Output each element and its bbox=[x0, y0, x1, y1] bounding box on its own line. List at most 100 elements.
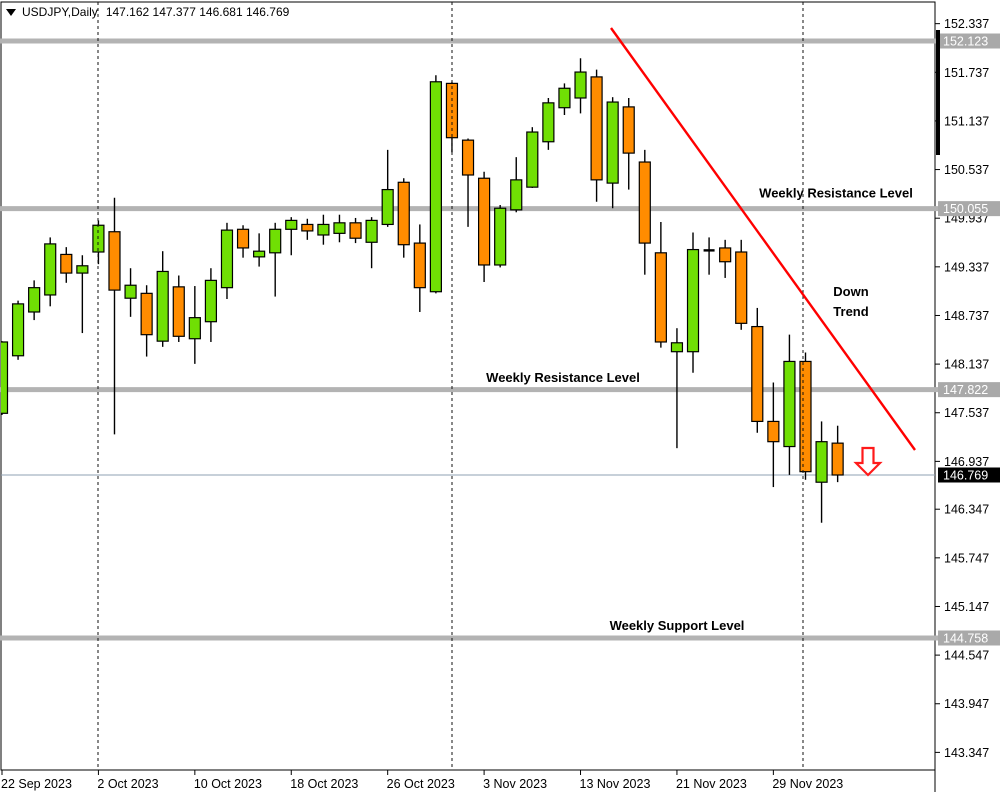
candle-body bbox=[751, 325, 764, 423]
price-tick-label-9: 146.937 bbox=[944, 455, 989, 469]
candle-24-oct bbox=[349, 217, 362, 244]
price-badge-text: 150.055 bbox=[943, 202, 988, 216]
candle-body bbox=[397, 181, 410, 246]
candle-body bbox=[799, 360, 812, 473]
candle-9-nov bbox=[542, 97, 555, 150]
candle-body bbox=[510, 179, 523, 211]
trend-line[interactable] bbox=[610, 27, 916, 451]
price-badge-bg bbox=[938, 467, 1000, 483]
candle-body bbox=[269, 228, 282, 254]
candle-10-oct bbox=[188, 286, 201, 364]
price-tick-label-12: 145.147 bbox=[944, 600, 989, 614]
date-label-8: 29 Nov 2023 bbox=[772, 777, 843, 791]
candle-body bbox=[413, 242, 426, 289]
candle-25-oct bbox=[365, 217, 378, 269]
candle-body bbox=[574, 71, 587, 99]
candle-30-oct bbox=[413, 224, 426, 312]
chart-title-bar: USDJPY,Daily 147.162 147.377 146.681 146… bbox=[6, 5, 289, 19]
candle-body bbox=[494, 207, 507, 266]
candle-body bbox=[317, 223, 330, 236]
candle-5-oct bbox=[140, 285, 153, 357]
candle-18-oct bbox=[285, 217, 298, 256]
date-label-1: 2 Oct 2023 bbox=[97, 777, 158, 791]
candle-2-nov bbox=[461, 138, 475, 227]
candle-27-oct bbox=[397, 178, 410, 258]
candle-body bbox=[365, 219, 378, 243]
candle-28-nov bbox=[751, 307, 764, 433]
candle-body bbox=[606, 101, 619, 184]
candle-body bbox=[11, 303, 25, 357]
candle-9-oct bbox=[172, 275, 185, 342]
date-label-3: 18 Oct 2023 bbox=[290, 777, 358, 791]
candle-10-nov bbox=[558, 83, 571, 116]
candle-12-oct bbox=[220, 222, 234, 300]
price-badge-bg bbox=[938, 630, 1000, 646]
price-tick-label-1: 151.737 bbox=[944, 66, 989, 80]
candle-20-oct bbox=[317, 214, 330, 245]
candle-22-nov bbox=[686, 232, 700, 373]
price-tick-label-3: 150.537 bbox=[944, 163, 989, 177]
candle-4-oct bbox=[124, 268, 137, 317]
candle-6-oct bbox=[156, 251, 169, 347]
down-arrow-icon[interactable] bbox=[853, 446, 883, 477]
candle-body bbox=[542, 102, 555, 143]
candle-24-nov bbox=[719, 239, 732, 278]
candle-body bbox=[622, 106, 635, 154]
price-tick-label-7: 148.137 bbox=[944, 358, 989, 372]
candle-20-nov bbox=[654, 222, 667, 348]
candle-13-oct bbox=[236, 225, 250, 258]
candle-body bbox=[735, 251, 748, 324]
candle-8-nov bbox=[526, 127, 539, 188]
candle-body bbox=[156, 270, 169, 342]
price-badge-bg bbox=[938, 201, 1000, 217]
candle-body bbox=[301, 223, 314, 232]
candle-16-oct bbox=[253, 233, 266, 267]
candle-6-nov bbox=[494, 204, 507, 268]
price-badge-152-123: 152.123 bbox=[938, 33, 1000, 49]
candle-14-nov bbox=[590, 69, 603, 202]
weekly-resistance-label-upper[interactable]: Weekly Resistance Level bbox=[759, 186, 913, 201]
chart-symbol-period: USDJPY,Daily bbox=[22, 5, 98, 19]
candles-layer bbox=[1, 58, 844, 523]
candle-body bbox=[526, 131, 539, 188]
candle-body bbox=[44, 243, 57, 296]
price-tick-label-0: 152.337 bbox=[944, 17, 989, 31]
date-label-7: 21 Nov 2023 bbox=[676, 777, 747, 791]
candle-29-sep bbox=[76, 255, 89, 334]
weekly-resistance-label-mid[interactable]: Weekly Resistance Level bbox=[486, 370, 640, 385]
candle-body bbox=[815, 441, 828, 483]
price-tick-label-10: 146.347 bbox=[944, 503, 989, 517]
candle-body bbox=[108, 231, 121, 291]
candle-body bbox=[670, 342, 684, 353]
candle-19-oct bbox=[301, 218, 314, 240]
symbol-dropdown-icon[interactable] bbox=[6, 8, 16, 16]
candle-25-sep bbox=[11, 300, 25, 360]
candle-27-nov bbox=[735, 239, 748, 330]
price-badge-150-055: 150.055 bbox=[938, 201, 1000, 217]
price-badge-144-758: 144.758 bbox=[938, 630, 1000, 646]
down-trend-label-line2[interactable]: Trend bbox=[833, 304, 868, 319]
candle-body bbox=[590, 76, 603, 181]
candle-28-sep bbox=[60, 247, 73, 283]
weekly-support-label[interactable]: Weekly Support Level bbox=[610, 618, 745, 633]
date-label-6: 13 Nov 2023 bbox=[580, 777, 651, 791]
candle-body bbox=[558, 87, 571, 109]
candle-body bbox=[654, 252, 667, 343]
candle-26-sep bbox=[28, 280, 41, 321]
date-label-0: 22 Sep 2023 bbox=[1, 777, 72, 791]
candle-31-oct bbox=[429, 75, 442, 294]
candle-body bbox=[719, 247, 732, 263]
candle-29-nov bbox=[767, 382, 780, 488]
candle-23-nov bbox=[703, 237, 715, 275]
candle-body bbox=[381, 188, 394, 226]
candle-body bbox=[220, 229, 234, 289]
candle-11-oct bbox=[204, 268, 218, 342]
candle-15-nov bbox=[606, 97, 619, 209]
down-trend-label-line1[interactable]: Down bbox=[833, 284, 868, 299]
price-tick-label-14: 143.947 bbox=[944, 697, 989, 711]
candle-23-oct bbox=[333, 214, 346, 243]
candle-body bbox=[638, 161, 651, 244]
date-label-2: 10 Oct 2023 bbox=[194, 777, 262, 791]
candle-body bbox=[140, 292, 153, 336]
